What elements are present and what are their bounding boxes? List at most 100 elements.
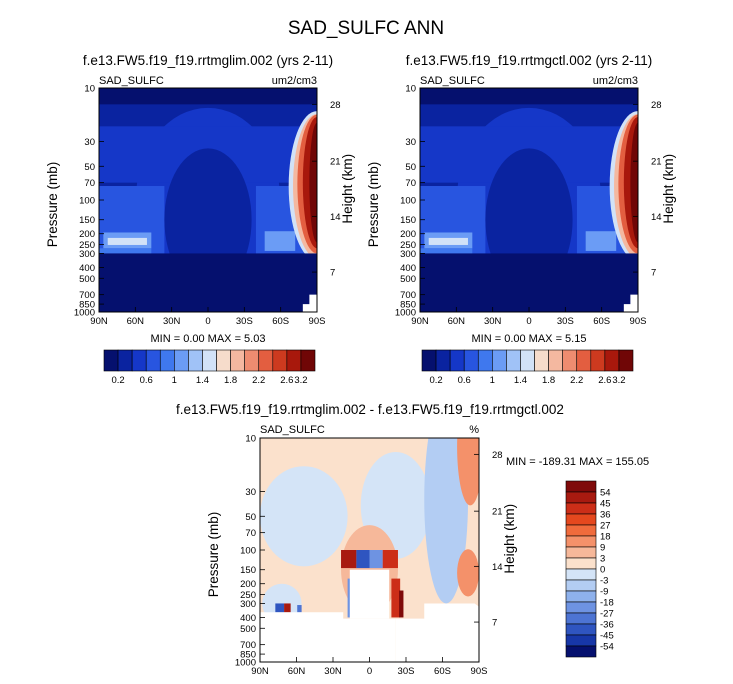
colorbar-swatch <box>117 349 133 372</box>
pressure-tick-label: 1000 <box>74 308 95 319</box>
colorbar-label: 1.8 <box>542 375 555 386</box>
pressure-tick-label: 700 <box>400 290 416 301</box>
pressure-tick-label: 70 <box>405 178 416 189</box>
height-tick-label: 14 <box>330 212 341 223</box>
north-layer-pale <box>428 237 468 245</box>
colorbar-label: 9 <box>600 543 605 554</box>
lat-tick-label: 90N <box>411 316 429 327</box>
panel-c-variable: SAD_SULFC <box>260 424 325 436</box>
colorbar-swatch <box>477 349 493 372</box>
tropical-red-core <box>399 590 404 618</box>
pressure-tick-label: 200 <box>400 229 416 240</box>
panel-c-ylabel: Pressure (mb) <box>206 512 221 598</box>
pressure-tick-label: 30 <box>245 487 256 498</box>
height-tick-label: 28 <box>651 100 662 111</box>
panel-a-variable: SAD_SULFC <box>99 75 164 87</box>
pressure-tick-label: 400 <box>240 613 256 624</box>
panel-a: f.e13.FW5.f19_f19.rrtmglim.002 (yrs 2-11… <box>45 53 355 386</box>
pressure-tick-label: 400 <box>400 263 416 274</box>
polar-orange-spot-2 <box>457 549 479 597</box>
colorbar-swatch <box>174 349 189 372</box>
colorbar-label: -36 <box>600 620 614 631</box>
colorbar-swatch <box>230 349 245 372</box>
troposphere-region <box>99 253 317 312</box>
lat-tick-label: 30N <box>163 316 181 327</box>
pressure-tick-label: 700 <box>240 640 256 651</box>
panel-a-colorbar: 0.2 0.6 1 1.4 1.8 2.2 2.6 3.2 <box>103 349 316 386</box>
north-blue-area <box>260 466 348 567</box>
north-layer-pale <box>107 237 147 245</box>
pressure-tick-label: 500 <box>240 624 256 635</box>
polar-orange-spot <box>457 438 479 506</box>
north-layer-edge <box>420 248 473 254</box>
colorbar-swatch <box>562 349 578 372</box>
panel-c-stats: MIN = -189.31 MAX = 155.05 <box>506 456 649 468</box>
tropical-red-right <box>382 550 398 569</box>
colorbar-swatch <box>286 349 302 372</box>
colorbar-swatch <box>565 590 597 603</box>
colorbar-label: 2.6 <box>280 375 293 386</box>
pressure-tick-label: 150 <box>240 565 256 576</box>
pressure-tick-label: 700 <box>79 290 95 301</box>
panel-c-title: f.e13.FW5.f19_f19.rrtmglim.002 - f.e13.F… <box>176 402 564 417</box>
colorbar-swatch <box>300 349 316 372</box>
colorbar-label: 2.6 <box>598 375 611 386</box>
pressure-tick-label: 250 <box>400 240 416 251</box>
pressure-tick-label: 50 <box>405 162 416 173</box>
colorbar-swatch <box>565 513 597 526</box>
pressure-tick-label: 10 <box>84 84 95 95</box>
height-tick-label: 7 <box>330 268 335 279</box>
pressure-tick-label: 30 <box>84 137 95 148</box>
panel-a-plot: 1030507010015020025030040050070085010002… <box>45 84 355 328</box>
colorbar-swatch <box>565 623 597 636</box>
colorbar-label: 3.2 <box>612 375 625 386</box>
pressure-tick-label: 1000 <box>395 308 416 319</box>
pressure-tick-label: 200 <box>79 229 95 240</box>
colorbar-swatch <box>244 349 260 372</box>
colorbar-label: 2.2 <box>252 375 265 386</box>
main-title: SAD_SULFC ANN <box>288 18 444 39</box>
height-tick-label: 7 <box>651 268 656 279</box>
colorbar-label: 2.2 <box>570 375 583 386</box>
colorbar-swatch <box>506 349 521 372</box>
tropical-red-left <box>341 550 357 569</box>
pressure-tick-label: 250 <box>240 590 256 601</box>
panel-a-title: f.e13.FW5.f19_f19.rrtmglim.002 (yrs 2-11… <box>83 53 333 68</box>
colorbar-swatch <box>103 349 119 372</box>
panel-a-ylabel: Pressure (mb) <box>45 162 60 248</box>
colorbar-swatch <box>188 349 203 372</box>
missing-south-block <box>395 603 479 662</box>
colorbar-swatch <box>548 349 563 372</box>
lat-tick-label: 30S <box>236 316 253 327</box>
north-edge-blue <box>275 603 285 613</box>
tropical-red-column <box>391 578 401 618</box>
panel-b-ylabel-right: Height (km) <box>661 154 676 224</box>
colorbar-label: 1 <box>490 375 495 386</box>
height-tick-label: 14 <box>492 562 503 573</box>
lat-tick-label: 90N <box>90 316 108 327</box>
tropical-blue-center <box>356 550 370 569</box>
colorbar-swatch <box>565 546 597 559</box>
pressure-tick-label: 150 <box>79 215 95 226</box>
colorbar-label: 1 <box>172 375 177 386</box>
colorbar-swatch <box>576 349 592 372</box>
pressure-tick-label: 1000 <box>235 658 256 669</box>
panel-a-field <box>99 88 317 312</box>
colorbar-swatch <box>435 349 451 372</box>
colorbar-label: 0.6 <box>458 375 471 386</box>
pressure-tick-label: 300 <box>240 599 256 610</box>
lat-tick-label: 30N <box>484 316 502 327</box>
pressure-tick-label: 300 <box>400 249 416 260</box>
pressure-tick-label: 300 <box>79 249 95 260</box>
pressure-tick-label: 10 <box>245 434 256 445</box>
colorbar-swatch <box>272 349 288 372</box>
colorbar-label: 18 <box>600 532 611 543</box>
colorbar-label: 3.2 <box>294 375 307 386</box>
colorbar-swatch <box>565 535 597 548</box>
lat-tick-label: 60S <box>272 316 289 327</box>
lat-tick-label: 90S <box>471 666 488 677</box>
pressure-tick-label: 150 <box>400 215 416 226</box>
lat-tick-label: 60N <box>448 316 466 327</box>
colorbar-label: 0.2 <box>111 375 124 386</box>
lat-tick-label: 30N <box>324 666 342 677</box>
